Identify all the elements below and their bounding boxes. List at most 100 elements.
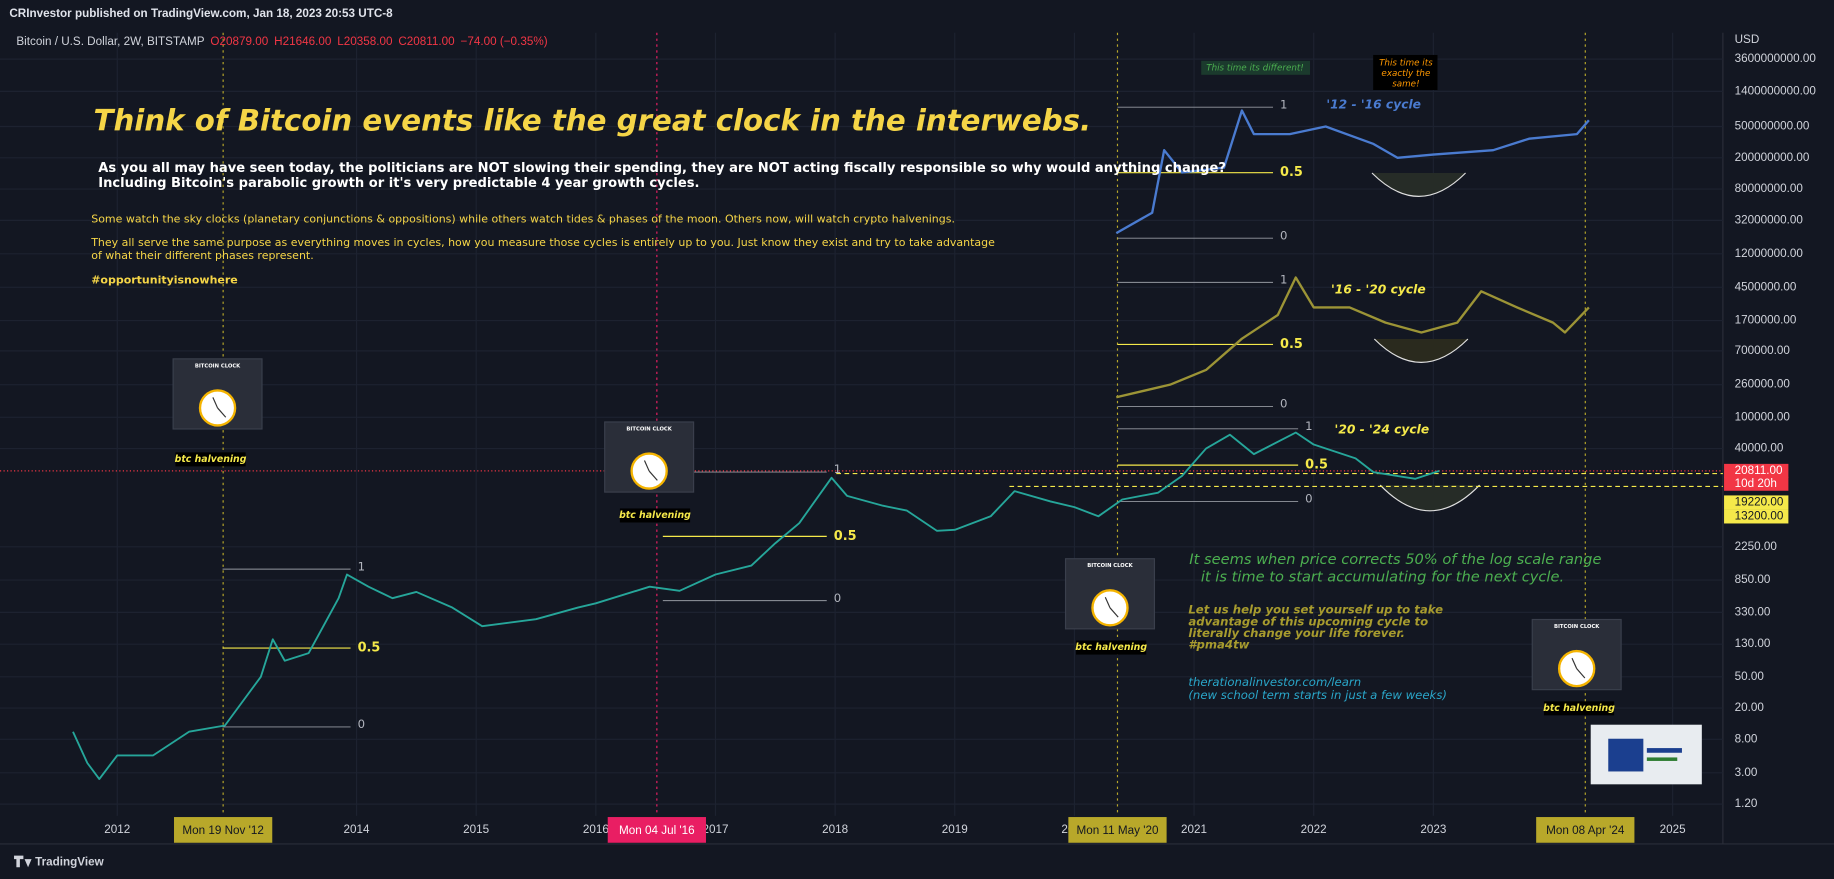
halving-label: btc halvening xyxy=(1543,703,1615,714)
date-label-bg xyxy=(1536,817,1635,843)
fib-label: 0.5 xyxy=(1280,337,1303,352)
y-tick-label: 130.00 xyxy=(1735,637,1771,650)
fib-label: 1 xyxy=(358,559,365,573)
y-tick-label: 20.00 xyxy=(1735,701,1765,714)
sky-text: Some watch the sky clocks (planetary con… xyxy=(91,213,955,226)
fib-label: 0 xyxy=(834,591,841,605)
clock-hand xyxy=(1109,607,1119,618)
fib-label: 0.5 xyxy=(834,529,857,544)
fib-label: 1 xyxy=(1305,419,1312,433)
x-tick-label: 2015 xyxy=(463,823,490,836)
date-label-bg xyxy=(607,817,706,843)
chart-title: Think of Bitcoin events like the great c… xyxy=(94,104,1092,138)
logo-box xyxy=(1590,724,1702,785)
y-tick-label: 330.00 xyxy=(1735,605,1771,618)
y-tick-label: 3600000000.00 xyxy=(1735,52,1817,65)
clock-hand xyxy=(217,407,227,418)
note-different: This time its different! xyxy=(1206,63,1304,73)
countdown-bg xyxy=(1724,476,1789,491)
y-tick-label: 4500000.00 xyxy=(1735,280,1797,293)
fib-label: 0.5 xyxy=(1280,165,1303,180)
quote-value: C20811.00 xyxy=(398,35,455,48)
halving-label: btc halvening xyxy=(1075,642,1147,653)
logo-mark xyxy=(1646,748,1682,753)
fib-label: 0 xyxy=(358,717,365,731)
note-box xyxy=(1201,60,1310,75)
y-tick-label: 260000.00 xyxy=(1735,378,1791,391)
clock-hand xyxy=(1571,657,1578,669)
y-tick-label: 40000.00 xyxy=(1735,442,1784,455)
offer-line: #pma4tw xyxy=(1188,638,1249,652)
y-tick-label: 50.00 xyxy=(1735,670,1765,683)
fib-label: 0.5 xyxy=(1305,458,1328,473)
clock-title: BITCOIN CLOCK xyxy=(195,363,241,369)
clock-hand xyxy=(1576,668,1586,679)
link-line: (new school term starts in just a few we… xyxy=(1188,688,1447,702)
y-tick-label: 2250.00 xyxy=(1735,540,1778,553)
countdown: 10d 20h xyxy=(1735,477,1777,490)
x-tick-label: 2019 xyxy=(942,823,968,836)
fib-label: 1 xyxy=(1280,273,1287,287)
offer-line: literally change your life forever. xyxy=(1188,626,1405,640)
cycle-arc-edge xyxy=(1373,338,1469,363)
y-tick-label: 1700000.00 xyxy=(1735,314,1797,327)
y-tick-label: 500000000.00 xyxy=(1735,120,1810,133)
intro-line: As you all may have seen today, the poli… xyxy=(98,161,1226,176)
brand-logo xyxy=(14,855,32,868)
fib-label: 0 xyxy=(1280,228,1287,242)
intro-line: Including Bitcoin's parabolic growth or … xyxy=(98,176,699,191)
date-label: Mon 11 May '20 xyxy=(1077,824,1159,837)
x-tick-label: 2021 xyxy=(1181,823,1207,836)
price-label: 20811.00 xyxy=(1735,464,1783,477)
note-box xyxy=(1373,54,1438,91)
y-tick-label: 8.00 xyxy=(1735,732,1758,745)
link-line: therationalinvestor.com/learn xyxy=(1188,675,1361,689)
quote-value: L20358.00 xyxy=(337,35,393,48)
price-label-bg xyxy=(1724,495,1789,510)
date-label: Mon 19 Nov '12 xyxy=(182,824,264,837)
halving-label-bg xyxy=(1076,640,1147,655)
halving-label-bg xyxy=(175,452,246,467)
purpose-line: of what their different phases represent… xyxy=(91,249,314,262)
quote-value: H21646.00 xyxy=(274,35,332,48)
y-tick-label: 850.00 xyxy=(1735,573,1771,586)
cycle-label: '16 - '20 cycle xyxy=(1331,282,1426,296)
series-line xyxy=(72,431,1440,780)
x-tick-label: 2016 xyxy=(583,823,609,836)
fib-label: 1 xyxy=(1280,97,1287,111)
quote-value: O20879.00 xyxy=(210,35,268,48)
offer-line: advantage of this upcoming cycle to xyxy=(1188,614,1428,628)
y-tick-label: 1400000000.00 xyxy=(1735,84,1817,97)
fib-label: 0 xyxy=(1280,397,1287,411)
fib-label: 0.5 xyxy=(358,641,381,656)
date-label-bg xyxy=(1068,817,1167,843)
price-label: 19220.00 xyxy=(1735,496,1784,509)
note-same: same! xyxy=(1392,80,1419,90)
clock-hand xyxy=(1104,597,1111,609)
marks: 1 0.5 0 1 0.5 0 1 0.5 0 1 0.5 0 1 0.5 0 BITCOIN CLOCK bt… xyxy=(0,32,1789,843)
offer-line: Let us help you set yourself up to take xyxy=(1188,603,1443,617)
logo-mark xyxy=(1608,738,1644,772)
cycle-arc-edge xyxy=(1379,484,1481,512)
series-line xyxy=(1116,276,1590,399)
x-tick-label: 2014 xyxy=(344,823,371,836)
y-tick-label: 32000000.00 xyxy=(1735,213,1804,226)
x-tick-label: 2023 xyxy=(1420,823,1446,836)
x-tick-label: 2018 xyxy=(822,823,848,836)
x-tick-label: 2022 xyxy=(1301,823,1327,836)
cycle-label: '20 - '24 cycle xyxy=(1335,423,1430,437)
clock-hand xyxy=(648,470,658,481)
symbol-line: Bitcoin / U.S. Dollar, 2W, BITSTAMP O2087… xyxy=(16,35,547,48)
y-unit: USD xyxy=(1735,33,1760,46)
series-line xyxy=(1115,109,1590,235)
price-label-bg xyxy=(1724,463,1789,478)
x-tick-label: 2012 xyxy=(104,823,130,836)
clock-title: BITCOIN CLOCK xyxy=(1087,563,1133,569)
clock-hand xyxy=(212,397,219,409)
overlay: CRInvestor published on TradingView.com,… xyxy=(9,7,1759,869)
halving-label: btc halvening xyxy=(175,454,247,465)
publisher: CRInvestor published on TradingView.com,… xyxy=(9,7,393,20)
symbol: Bitcoin / U.S. Dollar, 2W, BITSTAMP xyxy=(16,35,204,48)
